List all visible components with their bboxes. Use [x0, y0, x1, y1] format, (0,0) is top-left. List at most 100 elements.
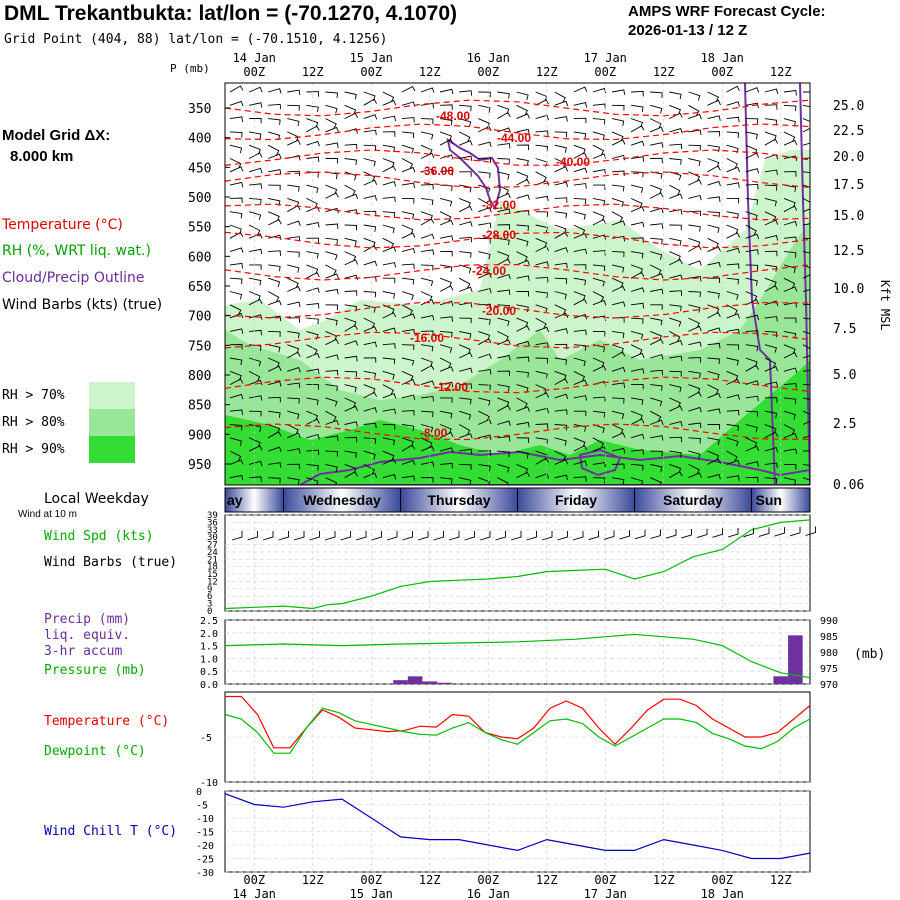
wind-barb [745, 118, 759, 124]
wind-barb [726, 370, 739, 381]
surface-wind-barb [355, 531, 367, 541]
wind-barb [650, 369, 664, 376]
wind-barb [439, 277, 452, 288]
wind-barb [688, 463, 700, 475]
wind-barb [497, 304, 510, 311]
wind-barb [764, 397, 778, 403]
wind-barb [535, 392, 550, 399]
wind-barb [420, 395, 434, 402]
wind-barb [325, 264, 337, 276]
wind-barb [745, 344, 759, 352]
wind-barb [707, 384, 719, 395]
wind-barb [611, 366, 626, 373]
wind-barb [764, 169, 778, 176]
wind-panel-frame [224, 514, 811, 612]
wind-barb [420, 249, 435, 255]
wind-barb [420, 380, 435, 386]
surface-wind-barb [557, 531, 568, 541]
wind-barb [631, 449, 645, 455]
wind-barb [497, 142, 511, 149]
wind-barb [478, 338, 492, 346]
wind-barb [745, 461, 759, 467]
wind-barb [802, 157, 810, 159]
surface-wind-barb [603, 530, 615, 540]
windchill-tick-label: -25 [196, 855, 214, 866]
wind-barb [650, 223, 664, 229]
wind-barb [669, 91, 682, 100]
surface-wind-barb [262, 531, 274, 541]
wind-barb [229, 144, 243, 154]
wind-barb [650, 142, 664, 148]
wind-barb [650, 104, 663, 114]
wind-barb [287, 89, 301, 96]
wind-barb [306, 206, 320, 213]
wind-barb [306, 197, 318, 209]
rh90-region [225, 360, 810, 485]
wind-tick-label: 24 [207, 548, 218, 558]
wind-barb [631, 368, 645, 374]
wind-barb [401, 370, 414, 381]
weekday-cell [751, 487, 811, 513]
wind-barb [630, 206, 645, 213]
wind-barb [726, 378, 741, 386]
wind-barb [554, 247, 569, 253]
wind-barb [478, 251, 491, 260]
wind-barb [764, 88, 779, 95]
time-tick-bottom: 00Z [360, 873, 382, 887]
wind-barb [439, 300, 454, 307]
wind-barb [554, 197, 568, 203]
wind-barb [478, 157, 492, 163]
wind-barb [516, 178, 530, 186]
wind-barb [459, 448, 473, 455]
wind-barb [248, 233, 263, 239]
pressure-level-label: 350 [188, 102, 211, 117]
wind-barb [344, 184, 356, 196]
wind-barb [611, 424, 624, 435]
pressure-level-label: 900 [188, 428, 211, 443]
surface-wind-barb [712, 528, 723, 538]
wind-barb [802, 142, 810, 146]
wind-barb [459, 104, 472, 112]
wind-barb [516, 251, 528, 262]
surface-wind-barb [510, 531, 522, 541]
wind-speed-legend: Wind Spd (kts) [44, 529, 154, 544]
wind-barb [783, 383, 797, 389]
wind-barb [306, 156, 320, 163]
wind-barb [229, 116, 244, 122]
pressure-axis-title: P (mb) [170, 62, 210, 75]
surface-wind-barb [278, 531, 289, 541]
wind-barb [420, 291, 433, 302]
precip-tick-label: 0.0 [200, 680, 218, 691]
wind-barb [726, 424, 740, 431]
wind-barb [669, 405, 683, 412]
wind-barb [478, 104, 491, 113]
height-label: 5.0 [833, 368, 856, 383]
wind-barb [535, 99, 549, 106]
wind-barb [611, 211, 624, 223]
wind-barb [478, 419, 492, 425]
wind-barb [535, 326, 550, 333]
wind-barb [325, 126, 339, 133]
wind-barb [401, 291, 414, 301]
wind-barb [382, 437, 396, 446]
rh70-swatch [89, 382, 135, 409]
wind-barb [592, 168, 607, 175]
wind-barb [764, 264, 778, 272]
wind-barb [287, 264, 300, 273]
wind-barb [669, 436, 682, 443]
wind-barb [592, 144, 605, 156]
wind-barb [248, 167, 263, 174]
wind-barb [478, 198, 490, 209]
precip-legend-2: liq. equiv. [44, 628, 131, 643]
wind-barb [382, 343, 396, 349]
wind-barb [363, 98, 377, 106]
wind-barb [573, 131, 587, 139]
wind-barb [573, 476, 587, 482]
wind-barb [783, 89, 797, 96]
wind-barb [535, 224, 548, 233]
wind-barb [478, 434, 492, 441]
wind-barb [764, 477, 778, 484]
wind-barb [592, 477, 606, 484]
wind-barb [726, 197, 740, 204]
wind-barb [516, 397, 528, 409]
